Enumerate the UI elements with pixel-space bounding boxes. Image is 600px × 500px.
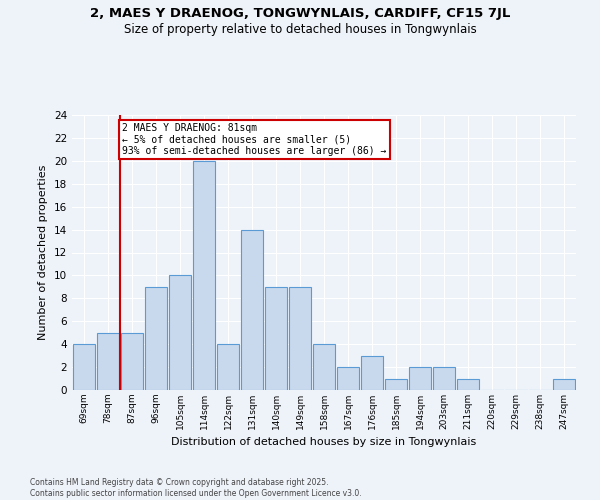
Bar xyxy=(193,161,215,390)
Bar xyxy=(241,230,263,390)
Text: 2, MAES Y DRAENOG, TONGWYNLAIS, CARDIFF, CF15 7JL: 2, MAES Y DRAENOG, TONGWYNLAIS, CARDIFF,… xyxy=(90,8,510,20)
Bar xyxy=(145,287,167,390)
Y-axis label: Number of detached properties: Number of detached properties xyxy=(38,165,49,340)
Bar xyxy=(289,287,311,390)
Bar xyxy=(337,367,359,390)
Bar xyxy=(265,287,287,390)
Bar xyxy=(457,378,479,390)
Text: Contains HM Land Registry data © Crown copyright and database right 2025.
Contai: Contains HM Land Registry data © Crown c… xyxy=(30,478,362,498)
Bar xyxy=(553,378,575,390)
Bar xyxy=(313,344,335,390)
Text: 2 MAES Y DRAENOG: 81sqm
← 5% of detached houses are smaller (5)
93% of semi-deta: 2 MAES Y DRAENOG: 81sqm ← 5% of detached… xyxy=(122,123,387,156)
Bar xyxy=(409,367,431,390)
Bar xyxy=(217,344,239,390)
X-axis label: Distribution of detached houses by size in Tongwynlais: Distribution of detached houses by size … xyxy=(172,438,476,448)
Bar xyxy=(121,332,143,390)
Bar xyxy=(97,332,119,390)
Bar xyxy=(169,276,191,390)
Text: Size of property relative to detached houses in Tongwynlais: Size of property relative to detached ho… xyxy=(124,22,476,36)
Bar xyxy=(361,356,383,390)
Bar xyxy=(385,378,407,390)
Bar xyxy=(73,344,95,390)
Bar xyxy=(433,367,455,390)
